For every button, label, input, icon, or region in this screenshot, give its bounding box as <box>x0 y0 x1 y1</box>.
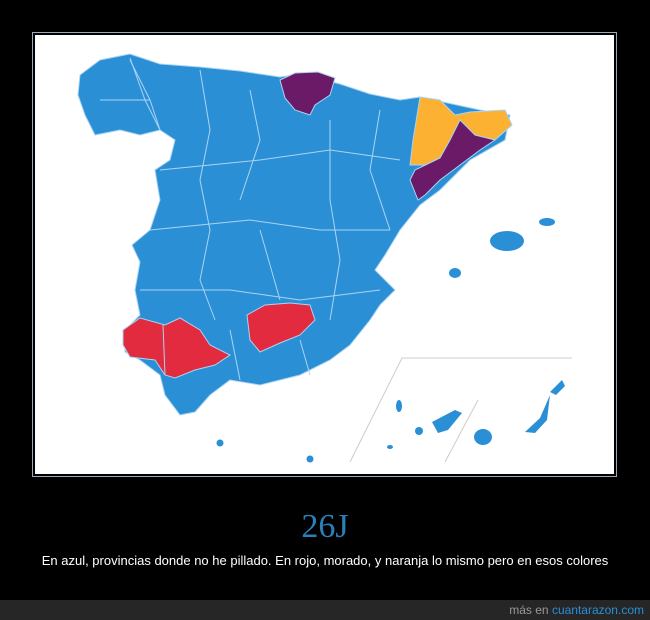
province-borders <box>100 57 401 381</box>
spain-province-map <box>77 53 572 463</box>
balearic-islands <box>216 218 555 463</box>
island-melilla <box>306 455 314 463</box>
province-border <box>162 324 166 376</box>
poster-caption: En azul, provincias donde no he pillado.… <box>41 553 609 568</box>
island-mallorca <box>490 231 524 251</box>
footer-bar: más en cuantarazon.com <box>0 600 650 620</box>
island-ibiza <box>449 268 461 278</box>
site-link[interactable]: cuantarazon.com <box>551 603 644 617</box>
province-jaen <box>246 302 316 353</box>
province-huelva-sevilla <box>122 317 231 379</box>
poster-title: 26J <box>301 508 349 545</box>
island-ceuta <box>216 439 224 447</box>
canary-islands-inset <box>349 357 572 463</box>
inset-border <box>349 357 572 463</box>
footer-prefix: más en <box>509 603 549 617</box>
province-barcelona-tarragona <box>409 119 497 201</box>
footer-credit: más en cuantarazon.com <box>509 603 644 617</box>
basque-country <box>279 71 336 116</box>
island-menorca <box>539 218 555 226</box>
